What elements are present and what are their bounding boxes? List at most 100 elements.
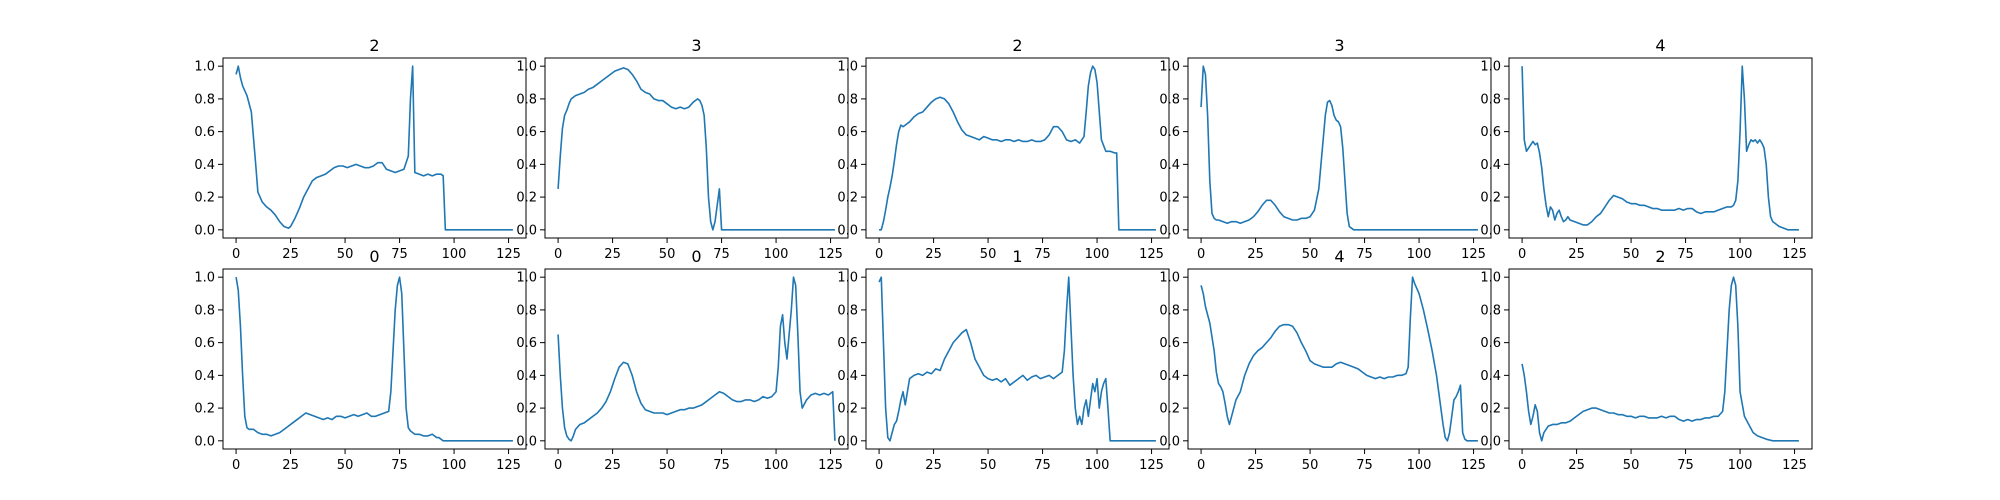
y-tick-label: 0.0 [194,434,215,449]
axes-frame [222,268,527,450]
x-tick-label: 50 [337,247,354,262]
x-tick-label: 0 [232,458,240,473]
subplot-1: 2 0 25 50 75 100 125 0.0 0.2 0.4 0.6 0.8 1.0 [194,36,527,262]
x-tick-label: 25 [282,247,299,262]
y-tick-label: 0.4 [837,369,858,384]
x-tick-label: 0 [1197,247,1205,262]
subplot-6: 0 0 25 50 75 100 125 0.0 0.2 0.4 0.6 0.8 1.0 [194,247,527,473]
x-tick-label: 25 [604,458,621,473]
x-tick-label: 125 [818,247,843,262]
axes-frame [1187,57,1492,239]
x-tick-label: 25 [925,247,942,262]
x-tick-label: 125 [1782,458,1807,473]
y-tick-label: 0.6 [516,125,537,140]
x-tick-label: 25 [282,458,299,473]
x-tick-label: 125 [1461,458,1486,473]
subplot-10: 2 0 25 50 75 100 125 0.0 0.2 0.4 0.6 0.8 1.0 [1480,247,1813,473]
y-tick-label: 0.6 [1480,336,1501,351]
y-tick-label: 0.8 [516,303,537,318]
subplot-title: 0 [369,247,379,266]
x-tick-label: 75 [1034,247,1051,262]
axes-frame [865,268,1170,450]
y-tick-label: 0.4 [194,158,215,173]
series-line [1521,276,1799,442]
y-tick-label: 0.4 [837,158,858,173]
y-tick-label: 0.8 [194,92,215,107]
x-tick-label: 25 [604,247,621,262]
x-tick-label: 50 [1302,458,1319,473]
subplot-3: 2 0 25 50 75 100 125 0.0 0.2 0.4 0.6 0.8 1.0 [837,36,1170,262]
x-tick-label: 75 [1677,247,1694,262]
x-tick-label: 25 [1568,247,1585,262]
series-line [878,276,1156,442]
y-tick-label: 0.8 [837,92,858,107]
x-tick-label: 50 [980,247,997,262]
axes-frame [1508,268,1813,450]
y-tick-label: 0.2 [194,402,215,417]
y-tick-label: 0.6 [1159,125,1180,140]
subplot-4: 3 0 25 50 75 100 125 0.0 0.2 0.4 0.6 0.8 1.0 [1159,36,1492,262]
subplot-title: 3 [1334,36,1344,55]
subplot-title: 1 [1012,247,1022,266]
y-tick-label: 0.8 [1480,303,1501,318]
x-tick-label: 125 [1139,458,1164,473]
y-tick-label: 0.4 [516,158,537,173]
x-tick-label: 100 [1728,458,1753,473]
subplot-title: 2 [369,36,379,55]
axes-frame [1187,268,1492,450]
y-tick-label: 0.2 [1159,402,1180,417]
x-tick-label: 50 [659,458,676,473]
y-tick-label: 0.2 [1480,402,1501,417]
y-tick-label: 0.6 [1480,125,1501,140]
x-tick-label: 100 [764,458,789,473]
y-tick-label: 0.6 [837,125,858,140]
axes-frame [222,57,527,239]
axes-frame [865,57,1170,239]
subplot-8: 1 0 25 50 75 100 125 0.0 0.2 0.4 0.6 0.8 1.0 [837,247,1170,473]
y-tick-label: 0.6 [516,336,537,351]
x-tick-label: 0 [875,247,883,262]
x-tick-label: 75 [391,458,408,473]
y-tick-label: 1.0 [1480,271,1501,286]
y-tick-label: 0.2 [1480,191,1501,206]
y-tick-label: 0.2 [837,402,858,417]
y-tick-label: 0.8 [194,303,215,318]
axes-frame [544,57,849,239]
x-tick-label: 100 [1085,247,1110,262]
x-tick-label: 0 [554,458,562,473]
series-line [557,276,836,442]
series-line [1521,65,1799,231]
x-tick-label: 75 [391,247,408,262]
y-tick-label: 0.0 [1159,434,1180,449]
x-tick-label: 125 [496,458,521,473]
x-tick-label: 50 [1623,247,1640,262]
x-tick-label: 125 [496,247,521,262]
y-tick-label: 0.6 [194,125,215,140]
x-tick-label: 75 [1677,458,1694,473]
x-tick-label: 0 [1518,458,1526,473]
x-tick-label: 100 [1728,247,1753,262]
x-tick-label: 25 [1247,247,1264,262]
y-tick-label: 0.4 [1480,369,1501,384]
subplot-title: 0 [691,247,701,266]
series-line [235,276,513,442]
x-tick-label: 100 [442,247,467,262]
y-tick-label: 0.0 [837,434,858,449]
y-tick-label: 0.4 [516,369,537,384]
x-tick-label: 50 [1302,247,1319,262]
x-tick-label: 75 [1034,458,1051,473]
y-tick-label: 0.0 [1159,223,1180,238]
x-tick-label: 125 [1461,247,1486,262]
y-tick-label: 0.8 [516,92,537,107]
y-tick-label: 1.0 [516,60,537,75]
y-tick-label: 0.2 [516,402,537,417]
subplot-title: 2 [1655,247,1665,266]
x-tick-label: 25 [1568,458,1585,473]
x-tick-label: 125 [1139,247,1164,262]
subplot-title: 2 [1012,36,1022,55]
x-tick-label: 50 [1623,458,1640,473]
x-tick-label: 125 [818,458,843,473]
x-tick-label: 100 [1407,458,1432,473]
subplot-title: 3 [691,36,701,55]
x-tick-label: 50 [337,458,354,473]
